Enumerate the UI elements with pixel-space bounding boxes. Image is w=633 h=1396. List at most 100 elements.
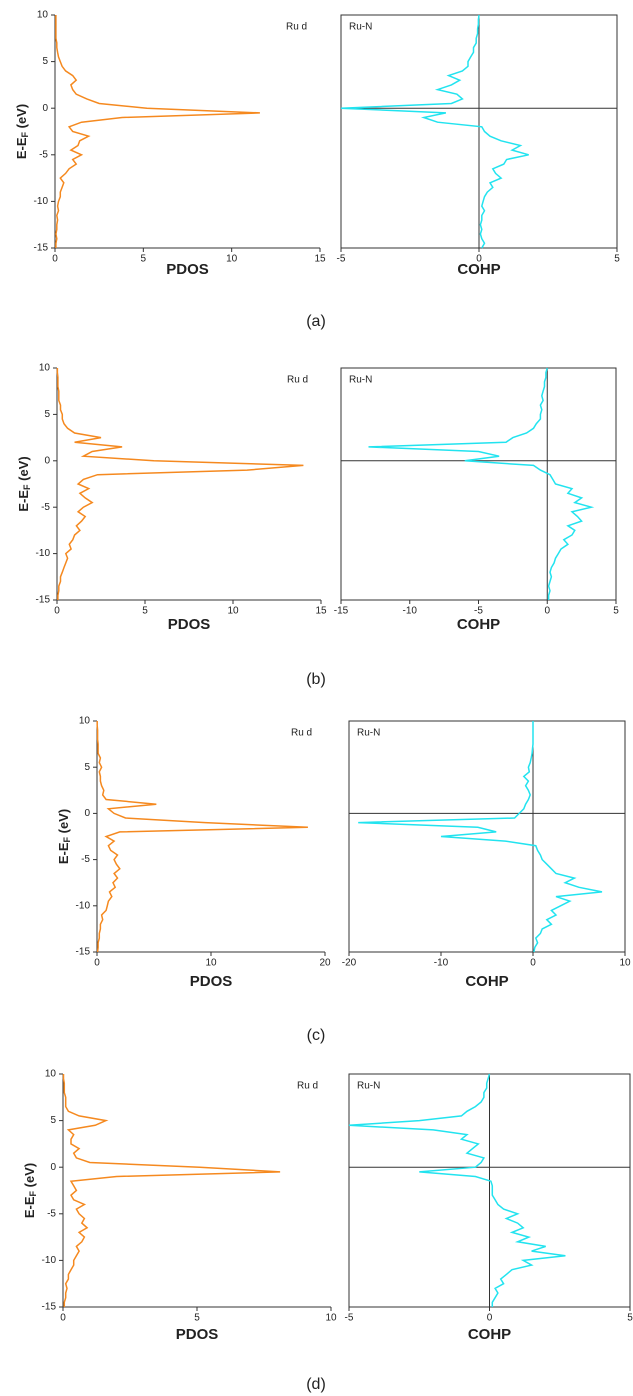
series-label: Ru d <box>287 375 308 386</box>
x-tick-label: 0 <box>544 606 550 617</box>
y-tick-label: -10 <box>42 1255 57 1266</box>
y-tick-label: 10 <box>39 363 51 374</box>
series-label: Ru d <box>297 1081 318 1092</box>
y-axis-label-part: E-E <box>56 842 71 864</box>
series-line <box>55 15 260 248</box>
x-tick-label: 15 <box>314 254 326 265</box>
x-tick-label: 5 <box>627 1313 633 1324</box>
x-tick-label: 10 <box>205 958 217 969</box>
y-tick-label: 5 <box>50 1115 56 1126</box>
y-axis-label-part: F <box>22 484 32 490</box>
y-tick-label: -15 <box>42 1302 57 1313</box>
y-axis-label: E-EF (eV) <box>14 104 30 159</box>
series-label: Ru d <box>291 728 312 739</box>
y-tick-label: 10 <box>37 10 49 21</box>
series-line <box>358 721 603 953</box>
x-axis-label: PDOS <box>190 973 233 990</box>
y-axis-label-part: (eV) <box>14 104 29 132</box>
series-line <box>56 368 304 600</box>
x-tick-label: -10 <box>434 958 449 969</box>
x-axis-label: PDOS <box>168 616 211 633</box>
x-tick-label: 0 <box>60 1313 66 1324</box>
y-tick-label: -5 <box>41 502 50 513</box>
panel-caption: (d) <box>306 1376 326 1393</box>
y-axis-label-part: (eV) <box>22 1163 37 1191</box>
x-tick-label: 10 <box>226 254 238 265</box>
x-axis-label: PDOS <box>176 1326 219 1343</box>
x-tick-label: -15 <box>334 606 349 617</box>
y-tick-label: -5 <box>47 1208 56 1219</box>
y-tick-label: -15 <box>36 595 51 606</box>
y-tick-label: -10 <box>76 900 91 911</box>
series-line <box>340 14 529 249</box>
x-tick-label: -5 <box>337 254 346 265</box>
y-axis-label: E-EF (eV) <box>22 1163 38 1218</box>
x-axis-label: COHP <box>457 261 500 278</box>
y-axis-label-part: E-E <box>22 1196 37 1218</box>
plot-frame <box>340 367 617 601</box>
series-label: Ru-N <box>357 1081 380 1092</box>
x-tick-label: 0 <box>94 958 100 969</box>
x-tick-label: 5 <box>614 254 620 265</box>
y-tick-label: 0 <box>50 1162 56 1173</box>
y-tick-label: 0 <box>44 455 50 466</box>
x-tick-label: 5 <box>613 606 619 617</box>
series-label: Ru-N <box>349 22 372 33</box>
x-tick-label: -5 <box>345 1313 354 1324</box>
series-label: Ru-N <box>349 375 372 386</box>
x-tick-label: 10 <box>619 958 631 969</box>
y-tick-label: -5 <box>81 854 90 865</box>
y-axis-label-part: (eV) <box>16 456 31 484</box>
panel-caption: (b) <box>306 671 326 688</box>
x-tick-label: -20 <box>342 958 357 969</box>
y-tick-label: -15 <box>34 243 49 254</box>
x-axis-label: COHP <box>468 1326 511 1343</box>
panel-caption: (c) <box>307 1027 326 1044</box>
series-line <box>368 367 595 600</box>
x-axis-label: COHP <box>465 973 508 990</box>
x-tick-label: 5 <box>142 606 148 617</box>
x-tick-label: -10 <box>403 606 418 617</box>
series-line <box>62 1074 281 1307</box>
y-tick-label: 5 <box>44 409 50 420</box>
y-axis-label-part: F <box>20 132 30 138</box>
y-tick-label: 10 <box>79 716 91 727</box>
x-tick-label: 0 <box>487 1313 493 1324</box>
x-tick-label: 10 <box>227 606 239 617</box>
x-tick-label: -5 <box>474 606 483 617</box>
y-tick-label: -10 <box>36 548 51 559</box>
y-axis-label-part: E-E <box>16 490 31 512</box>
series-line <box>348 1073 566 1307</box>
series-label: Ru-N <box>357 728 380 739</box>
x-tick-label: 5 <box>194 1313 200 1324</box>
x-tick-label: 15 <box>315 606 327 617</box>
x-tick-label: 10 <box>325 1313 337 1324</box>
x-tick-label: 5 <box>141 254 147 265</box>
y-tick-label: -15 <box>76 947 91 958</box>
x-tick-label: 0 <box>54 606 60 617</box>
y-axis-label-part: F <box>62 837 72 843</box>
y-tick-label: 5 <box>84 762 90 773</box>
y-tick-label: 10 <box>45 1069 57 1080</box>
y-tick-label: -10 <box>34 196 49 207</box>
y-tick-label: -5 <box>39 149 48 160</box>
y-axis-label: E-EF (eV) <box>16 456 32 511</box>
y-axis-label-part: E-E <box>14 137 29 159</box>
x-axis-label: PDOS <box>166 261 209 278</box>
panel-caption: (a) <box>306 313 326 330</box>
series-label: Ru d <box>286 22 307 33</box>
x-tick-label: 0 <box>476 254 482 265</box>
x-tick-label: 0 <box>530 958 536 969</box>
y-tick-label: 0 <box>42 103 48 114</box>
series-line <box>96 721 308 953</box>
y-axis-label: E-EF (eV) <box>56 809 72 864</box>
y-axis-label-part: F <box>28 1191 38 1197</box>
y-axis-label-part: (eV) <box>56 809 71 837</box>
x-tick-label: 0 <box>52 254 58 265</box>
y-tick-label: 5 <box>42 56 48 67</box>
x-tick-label: 20 <box>319 958 331 969</box>
plot-frame <box>348 720 626 953</box>
y-tick-label: 0 <box>84 808 90 819</box>
x-axis-label: COHP <box>457 616 500 633</box>
